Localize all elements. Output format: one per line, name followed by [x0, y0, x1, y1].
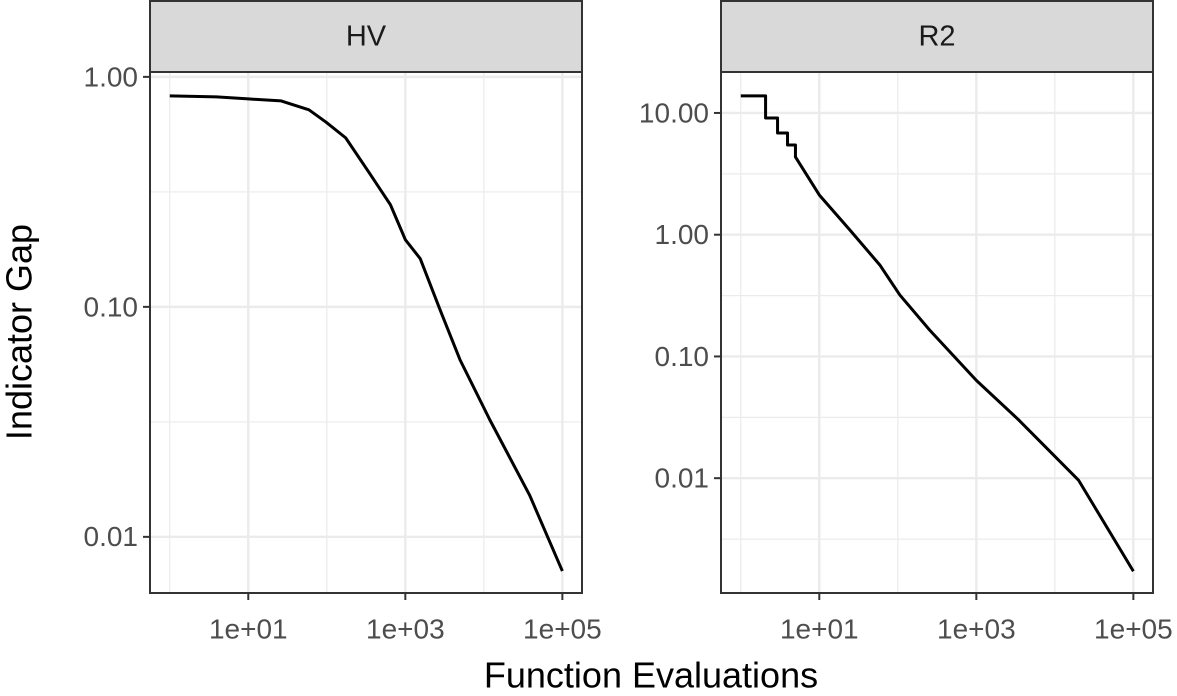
- strip-background: [149, 0, 583, 73]
- x-tick-label: 1e+03: [937, 613, 1016, 644]
- x-tick-label: 1e+01: [780, 613, 859, 644]
- x-tick-label: 1e+01: [209, 613, 288, 644]
- y-tick-label: 0.10: [655, 341, 710, 372]
- y-tick-label: 0.10: [84, 291, 139, 322]
- panel-border: [149, 71, 583, 594]
- y-tick-label: 1.00: [655, 219, 710, 250]
- panel-title: HV: [346, 21, 387, 53]
- panel-border: [720, 71, 1154, 594]
- x-tick-label: 1e+05: [1094, 613, 1173, 644]
- x-tick-label: 1e+03: [366, 613, 445, 644]
- y-tick-label: 10.00: [639, 97, 709, 128]
- y-tick-label: 0.01: [84, 521, 139, 552]
- x-tick-label: 1e+05: [523, 613, 602, 644]
- y-axis-title: Indicator Gap: [0, 224, 40, 440]
- data-line: [740, 94, 1135, 573]
- y-tick-label: 0.01: [655, 463, 710, 494]
- data-line: [169, 94, 564, 572]
- panel-title: R2: [918, 21, 955, 53]
- x-axis-title: Function Evaluations: [484, 655, 818, 696]
- y-tick-label: 1.00: [84, 61, 139, 92]
- strip-background: [720, 0, 1154, 73]
